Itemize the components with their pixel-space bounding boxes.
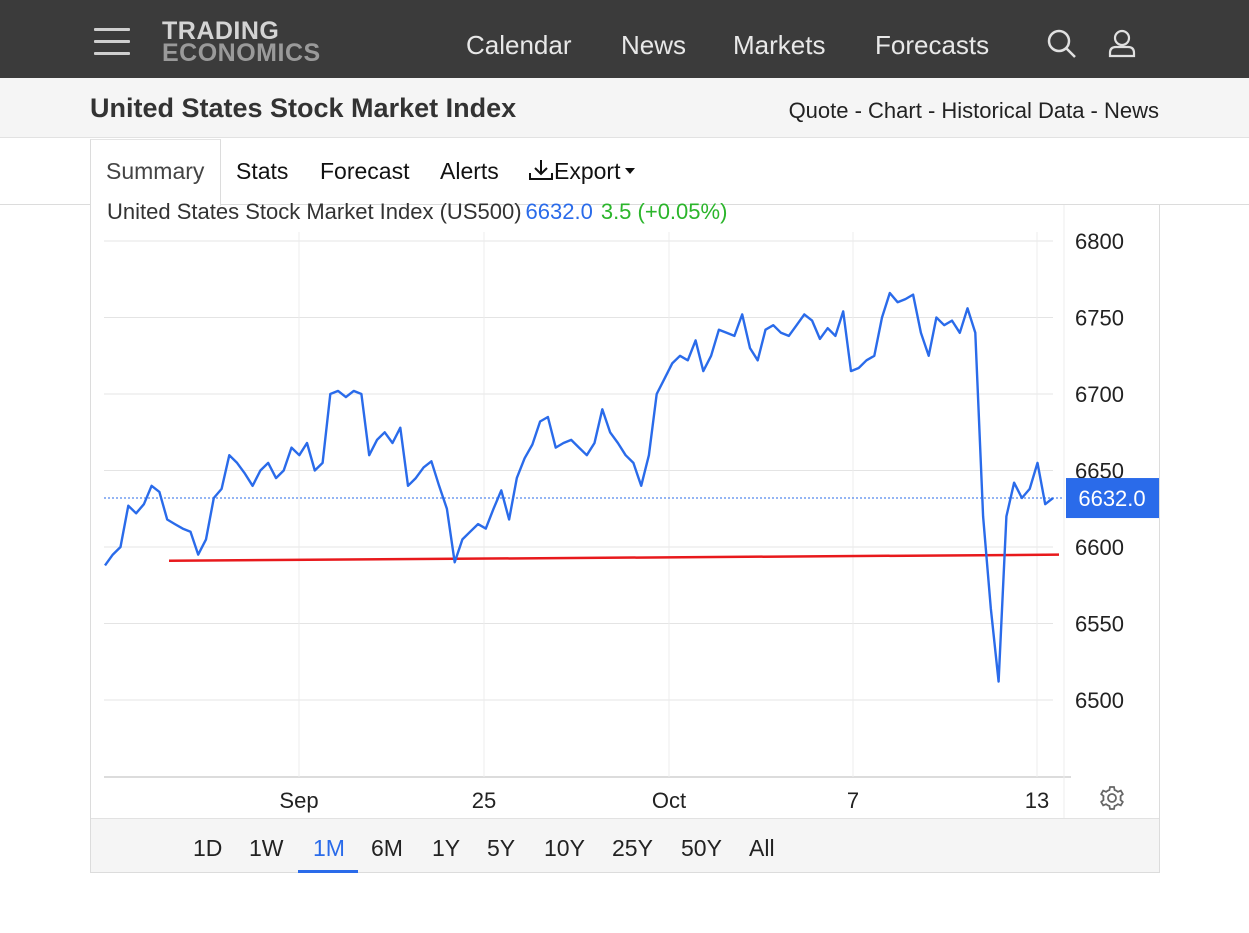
x-tick-label: Oct [652, 788, 686, 813]
y-tick-label: 6750 [1075, 306, 1124, 331]
nav-markets[interactable]: Markets [733, 30, 826, 60]
current-price-tag: 6632.0 [104, 478, 1159, 519]
legend-price: 6632.0 [525, 199, 593, 224]
x-tick-label: 7 [847, 788, 859, 813]
chart-legend: United States Stock Market Index (US500)… [107, 199, 727, 225]
range-6m[interactable]: 6M [371, 835, 403, 861]
legend-change: 3.5 (+0.05%) [600, 199, 728, 224]
active-range-indicator [298, 870, 358, 873]
range-5y[interactable]: 5Y [487, 835, 516, 861]
tabs-row: Summary Stats Forecast Alerts Export [0, 139, 1249, 206]
logo-line-2: ECONOMICS [162, 39, 321, 67]
x-tick-label: 25 [472, 788, 496, 813]
range-all[interactable]: All [749, 835, 775, 861]
tab-stats[interactable]: Stats [236, 158, 289, 184]
tab-summary[interactable]: Summary [106, 158, 205, 184]
y-tick-label: 6600 [1075, 535, 1124, 560]
download-icon [529, 160, 553, 180]
gear-icon[interactable] [1099, 785, 1125, 811]
title-bar: United States Stock Market Index Quote -… [0, 78, 1249, 138]
chart-panel: 6800 6750 6700 6650 6600 6550 6500 Sep 25 Oct 7 13… [90, 199, 1160, 873]
search-icon[interactable] [1046, 28, 1078, 60]
range-1d[interactable]: 1D [193, 835, 223, 861]
trendline [168, 553, 1060, 563]
nav-calendar[interactable]: Calendar [466, 30, 572, 60]
y-tick-label: 6500 [1075, 688, 1124, 713]
range-10y[interactable]: 10Y [544, 835, 585, 861]
export-label: Export [554, 158, 621, 184]
menu-icon[interactable] [94, 27, 130, 57]
trendline-series [168, 553, 1060, 563]
range-1w[interactable]: 1W [249, 835, 284, 861]
price-line [104, 291, 1054, 683]
nav-forecasts[interactable]: Forecasts [875, 30, 990, 60]
range-50y[interactable]: 50Y [681, 835, 722, 861]
tab-export[interactable]: Export [528, 158, 637, 185]
y-tick-label: 6700 [1075, 382, 1124, 407]
x-tick-label: Sep [279, 788, 318, 813]
y-tick-label: 6800 [1075, 229, 1124, 254]
top-nav: TRADING ECONOMICS Calendar News Markets … [0, 0, 1249, 78]
caret-down-icon [625, 168, 636, 174]
range-selector: 1D 1W 1M 6M 1Y 5Y 10Y 25Y 50Y All [91, 818, 1159, 873]
current-price-box [1066, 478, 1159, 519]
logo-line-1: TRADING [162, 17, 280, 45]
chart-grid [104, 205, 1071, 818]
user-icon[interactable] [1107, 28, 1139, 60]
tab-alerts[interactable]: Alerts [440, 158, 499, 184]
x-axis-labels: Sep 25 Oct 7 13 [279, 788, 1049, 813]
tab-summary-container [90, 139, 221, 206]
legend-name: United States Stock Market Index (US500) [107, 199, 522, 224]
price-series [104, 291, 1054, 683]
tab-forecast[interactable]: Forecast [320, 158, 410, 184]
section-links[interactable]: Quote - Chart - Historical Data - News [788, 98, 1159, 123]
x-tick-label: 13 [1025, 788, 1049, 813]
range-25y[interactable]: 25Y [612, 835, 653, 861]
range-1y[interactable]: 1Y [432, 835, 461, 861]
nav-news[interactable]: News [621, 30, 687, 60]
y-tick-label: 6550 [1075, 612, 1124, 637]
page-title: United States Stock Market Index [90, 93, 517, 123]
logo[interactable]: TRADING ECONOMICS [162, 17, 321, 67]
range-1m[interactable]: 1M [313, 835, 345, 861]
current-price-label: 6632.0 [1078, 486, 1145, 511]
